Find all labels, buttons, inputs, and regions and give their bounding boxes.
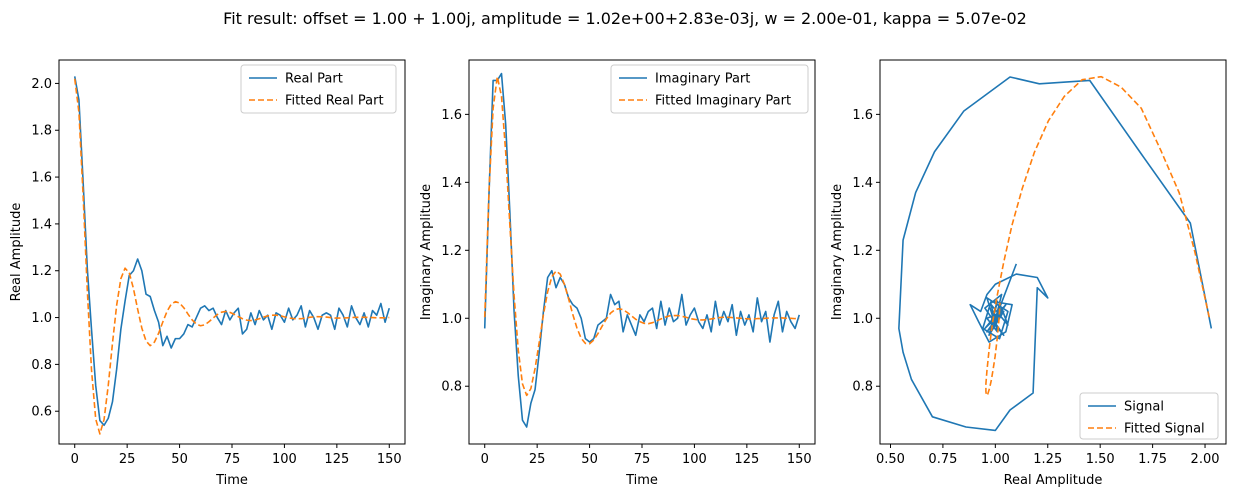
x-tick-label: 100	[682, 452, 707, 467]
axes-frame	[468, 59, 816, 445]
legend: Imaginary Part Fitted Imaginary Part	[610, 64, 809, 114]
y-axis-label: Real Amplitude	[9, 203, 24, 302]
imaginary-part-plot: Time Imaginary Amplitude 0 25 50 75 100 125 15…	[419, 59, 816, 488]
x-axis-label: Real Amplitude	[1004, 473, 1103, 488]
legend-box	[240, 64, 397, 114]
y-tick-label: 1.2	[441, 244, 462, 259]
y-tick-label: 2.0	[31, 77, 52, 92]
x-tick-label: 75	[634, 452, 651, 467]
y-axis-label: Imaginary Amplitude	[830, 184, 845, 320]
series-line-fit	[73, 78, 390, 435]
x-tick-label: 125	[734, 452, 759, 467]
legend-label: Signal	[1124, 400, 1164, 415]
y-tick-label: 0.6	[31, 405, 52, 420]
legend-label: Fitted Imaginary Part	[655, 94, 791, 109]
y-tick-label: 1.4	[31, 217, 52, 232]
legend-label: Imaginary Part	[655, 72, 750, 87]
y-tick-label: 0.8	[441, 380, 462, 395]
legend-label: Real Part	[285, 72, 343, 87]
legend: Signal Fitted Signal	[1079, 392, 1219, 440]
y-tick-label: 1.2	[31, 264, 52, 279]
y-tick-label: 1.8	[31, 124, 52, 139]
y-tick-label: 1.0	[31, 311, 52, 326]
series-group	[898, 75, 1213, 432]
x-tick-label: 1.00	[981, 452, 1010, 467]
y-tick-label: 1.6	[31, 171, 52, 186]
y-tick-label: 0.8	[31, 358, 52, 373]
legend: Real Part Fitted Real Part	[240, 64, 397, 114]
complex-plane-plot: Real Amplitude Imaginary Amplitude 0.50 0…	[830, 59, 1227, 488]
y-tick-label: 0.8	[852, 380, 873, 395]
x-tick-label: 0	[71, 452, 79, 467]
axes-frame	[58, 59, 406, 445]
legend-label: Fitted Real Part	[285, 94, 384, 109]
y-tick-label: 1.6	[441, 108, 462, 123]
figure-title: Fit result: offset = 1.00 + 1.00j, ampli…	[223, 9, 1027, 28]
real-part-plot: Time Real Amplitude 0 25 50 75 100 125 150 0.6 0…	[9, 59, 406, 488]
legend-label: Fitted Signal	[1124, 422, 1205, 437]
x-tick-label: 150	[787, 452, 812, 467]
x-tick-label: 1.75	[1138, 452, 1167, 467]
x-tick-label: 0.75	[928, 452, 957, 467]
y-tick-label: 1.0	[852, 312, 873, 327]
x-tick-label: 75	[224, 452, 241, 467]
series-line-signal	[73, 76, 391, 427]
y-tick-label: 1.0	[441, 312, 462, 327]
series-group	[483, 72, 801, 428]
series-line-signal	[483, 72, 801, 428]
y-tick-label: 1.4	[852, 176, 873, 191]
series-line-signal	[898, 76, 1213, 432]
x-tick-label: 150	[377, 452, 402, 467]
x-tick-label: 125	[324, 452, 349, 467]
legend-box	[610, 64, 809, 114]
x-tick-label: 100	[272, 452, 297, 467]
y-tick-label: 1.2	[852, 244, 873, 259]
x-tick-label: 50	[581, 452, 598, 467]
x-axis-label: Time	[215, 473, 248, 488]
x-tick-label: 0	[481, 452, 489, 467]
series-line-fit	[985, 75, 1211, 397]
y-tick-label: 1.6	[852, 108, 873, 123]
x-axis-label: Time	[625, 473, 658, 488]
x-tick-label: 0.50	[876, 452, 905, 467]
y-tick-label: 1.4	[441, 176, 462, 191]
axes-frame	[879, 59, 1227, 445]
x-tick-label: 1.50	[1086, 452, 1115, 467]
series-group	[73, 76, 391, 435]
x-tick-label: 25	[119, 452, 136, 467]
x-tick-label: 1.25	[1033, 452, 1062, 467]
series-line-fit	[483, 75, 800, 397]
x-tick-label: 50	[171, 452, 188, 467]
legend-box	[1079, 392, 1219, 440]
x-tick-label: 2.00	[1191, 452, 1220, 467]
y-axis-label: Imaginary Amplitude	[419, 184, 434, 320]
x-tick-label: 25	[529, 452, 546, 467]
